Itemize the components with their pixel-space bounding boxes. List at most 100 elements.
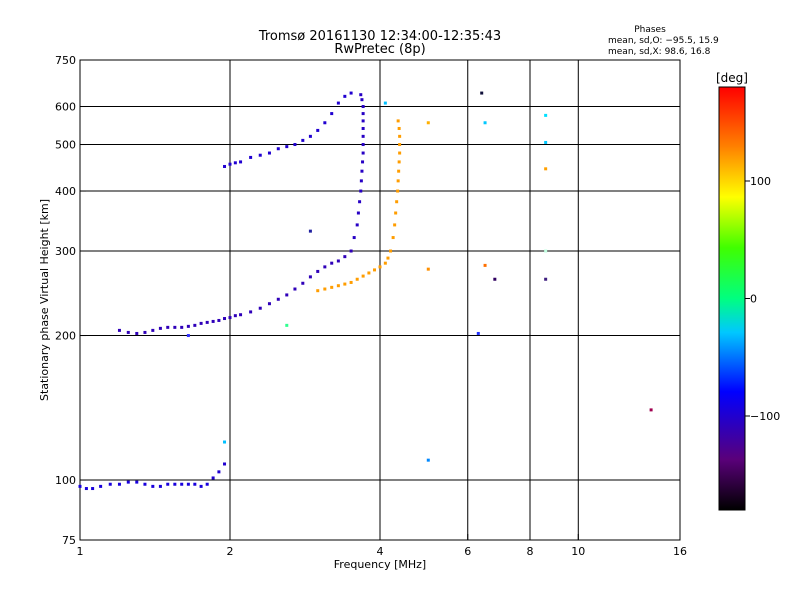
data-point [84, 487, 88, 491]
data-point [249, 155, 253, 159]
x-tick-label: 1 [77, 545, 84, 558]
data-point [205, 320, 209, 324]
y-tick-label: 100 [55, 474, 76, 487]
data-point [173, 482, 177, 486]
data-point [389, 249, 393, 253]
data-point [308, 229, 312, 233]
data-point [143, 482, 147, 486]
colorbar-label: [deg] [716, 71, 748, 85]
data-point [267, 151, 271, 155]
data-point [217, 470, 221, 474]
phases-o-stats: mean, sd,O: −95.5, 15.9 [608, 36, 719, 46]
data-point [343, 282, 347, 286]
data-point [426, 458, 430, 462]
colorbar-tick-label: 0 [750, 293, 757, 306]
data-point [199, 321, 203, 325]
data-point [349, 91, 353, 95]
data-point [398, 143, 402, 147]
x-tick-label: 10 [571, 545, 585, 558]
data-point [649, 408, 653, 412]
data-point [361, 119, 365, 123]
phases-x-stats: mean, sd,X: 98.6, 16.8 [608, 47, 711, 57]
data-point [544, 249, 548, 253]
data-point [343, 255, 347, 259]
data-point [361, 160, 365, 164]
colorbar-tick-label: −100 [750, 410, 780, 423]
data-point [361, 105, 365, 109]
data-point [285, 145, 289, 149]
data-point [367, 271, 371, 275]
data-point [330, 285, 334, 289]
data-point [223, 317, 227, 321]
y-tick-label: 200 [55, 330, 76, 343]
y-tick-label: 600 [55, 101, 76, 114]
colorbar-tick-label: 100 [750, 175, 771, 188]
x-tick-label: 6 [464, 545, 471, 558]
data-point [397, 126, 401, 130]
data-point [360, 169, 364, 173]
data-point [211, 319, 215, 323]
data-point [359, 93, 363, 97]
data-point [186, 482, 190, 486]
data-point [308, 275, 312, 279]
data-point [151, 484, 155, 488]
y-tick-label: 75 [62, 534, 76, 547]
colorbar-ticks: 100 0 −100 [745, 175, 780, 423]
data-point [233, 314, 237, 318]
data-point [323, 287, 327, 291]
data-point [355, 223, 359, 227]
data-point [193, 482, 197, 486]
data-point [166, 325, 170, 329]
data-point [356, 211, 360, 215]
x-tick-label: 2 [227, 545, 234, 558]
data-point [426, 121, 430, 125]
data-point [396, 189, 400, 193]
data-point [316, 289, 320, 293]
data-point [239, 313, 243, 317]
chart-title: Tromsø 20161130 12:34:00-12:35:43 [258, 29, 501, 44]
data-point [223, 164, 227, 168]
data-point [483, 263, 487, 267]
data-point [359, 179, 363, 183]
y-tick-label: 500 [55, 139, 76, 152]
data-point [396, 179, 400, 183]
data-point [117, 482, 121, 486]
data-points [78, 91, 653, 491]
data-point [373, 268, 377, 272]
data-point [349, 249, 353, 253]
data-point [378, 265, 382, 269]
data-point [383, 261, 387, 265]
data-point [336, 101, 340, 105]
data-point [233, 161, 237, 165]
data-point [361, 151, 365, 155]
data-point [360, 98, 364, 102]
data-point [426, 267, 430, 271]
data-point [276, 297, 280, 301]
data-point [301, 281, 305, 285]
data-point [293, 287, 297, 291]
data-point [117, 328, 121, 332]
data-point [143, 330, 147, 334]
data-point [217, 318, 221, 322]
data-point [173, 325, 177, 329]
data-point [493, 277, 497, 281]
x-tick-label: 16 [673, 545, 687, 558]
data-point [199, 484, 203, 488]
phases-heading: Phases [634, 25, 666, 35]
data-point [336, 259, 340, 263]
data-point [126, 330, 130, 334]
data-point [398, 151, 402, 155]
data-point [193, 323, 197, 327]
data-point [258, 306, 262, 310]
data-point [211, 476, 215, 480]
data-point [395, 200, 399, 204]
x-axis-label: Frequency [MHz] [334, 558, 426, 571]
data-point [205, 482, 209, 486]
data-point [394, 211, 398, 215]
data-point [158, 484, 162, 488]
data-point [544, 140, 548, 144]
data-point [393, 223, 397, 227]
data-point [267, 302, 271, 306]
data-point [361, 134, 365, 138]
